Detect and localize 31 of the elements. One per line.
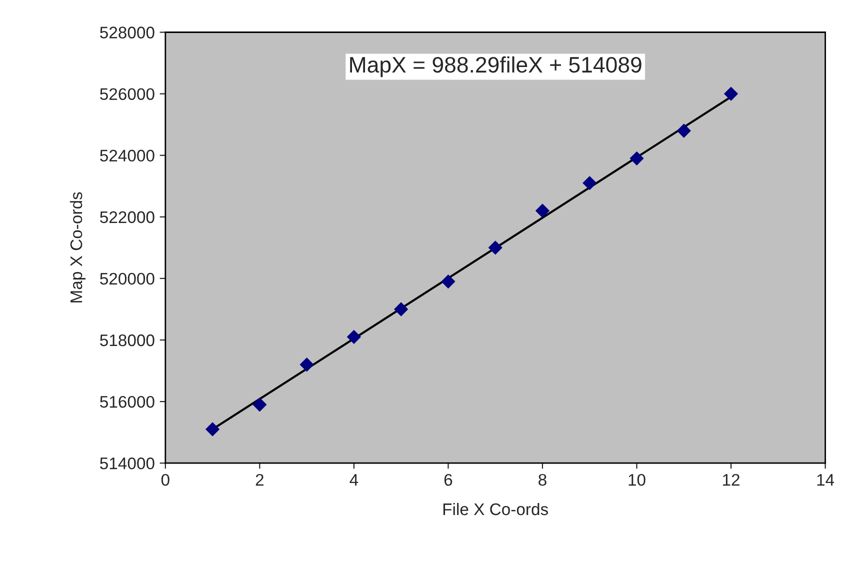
x-tick-label: 8: [538, 474, 546, 486]
point: [676, 124, 691, 138]
point: [300, 358, 314, 372]
y-tick-label: 524000: [100, 150, 154, 162]
annotation: MapX = 988.29fileX + 514089: [350, 56, 642, 78]
y-tick-label: 518000: [100, 334, 154, 346]
point: [394, 302, 408, 316]
point: [347, 330, 361, 344]
point: [488, 240, 502, 255]
x-tick-label: 0: [161, 474, 170, 486]
x-axis-title: File X Co-ords: [443, 502, 548, 516]
y-tick-label: 522000: [100, 211, 154, 224]
x-tick-label: 10: [628, 474, 646, 486]
point: [582, 176, 597, 190]
point: [724, 86, 738, 101]
x-tick-label: 12: [723, 474, 740, 486]
point: [252, 398, 267, 412]
x-tick-label: 4: [350, 474, 358, 486]
x-tick-label: 2: [256, 474, 264, 486]
point: [206, 422, 220, 436]
point: [630, 151, 644, 166]
x-tick-label: 14: [817, 474, 834, 486]
y-tick-label: 528000: [100, 26, 154, 38]
y-tick-label: 516000: [100, 396, 154, 408]
x-tick-label: 6: [444, 474, 452, 486]
y-axis-title: Map X Co-ords: [70, 192, 86, 302]
point: [536, 204, 550, 218]
y-tick-label: 514000: [100, 458, 154, 470]
point: [441, 274, 456, 288]
y-tick-label: 526000: [100, 88, 154, 100]
y-tick-label: 520000: [100, 272, 154, 285]
